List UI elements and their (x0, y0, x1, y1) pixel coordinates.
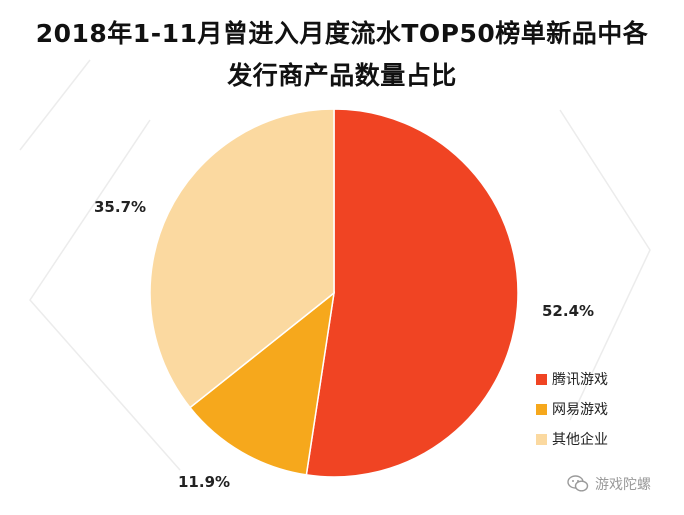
legend-item-netease: 网易游戏 (536, 394, 608, 424)
wechat-icon (567, 475, 589, 492)
legend: 腾讯游戏 网易游戏 其他企业 (536, 364, 608, 454)
watermark: 游戏陀螺 (567, 474, 651, 494)
legend-swatch-netease (536, 403, 547, 415)
legend-label-others: 其他企业 (552, 432, 608, 448)
legend-label-netease: 网易游戏 (552, 402, 608, 418)
data-label-tencent: 52.4% (542, 302, 594, 320)
pie-slice-tencent (305, 108, 519, 478)
chart-title-line2: 发行商产品数量占比 (227, 61, 457, 90)
chart-title-line1: 2018年1-11月曾进入月度流水TOP50榜单新品中各 (35, 19, 649, 48)
legend-swatch-others (536, 433, 547, 445)
legend-swatch-tencent (536, 373, 547, 385)
pie-slice-others (149, 108, 335, 409)
pie-slice-netease (188, 291, 336, 476)
data-label-netease: 11.9% (178, 473, 230, 491)
legend-label-tencent: 腾讯游戏 (552, 372, 608, 388)
legend-item-others: 其他企业 (536, 424, 608, 454)
watermark-text: 游戏陀螺 (595, 477, 651, 493)
data-label-others: 35.7% (94, 198, 146, 216)
legend-item-tencent: 腾讯游戏 (536, 364, 608, 394)
